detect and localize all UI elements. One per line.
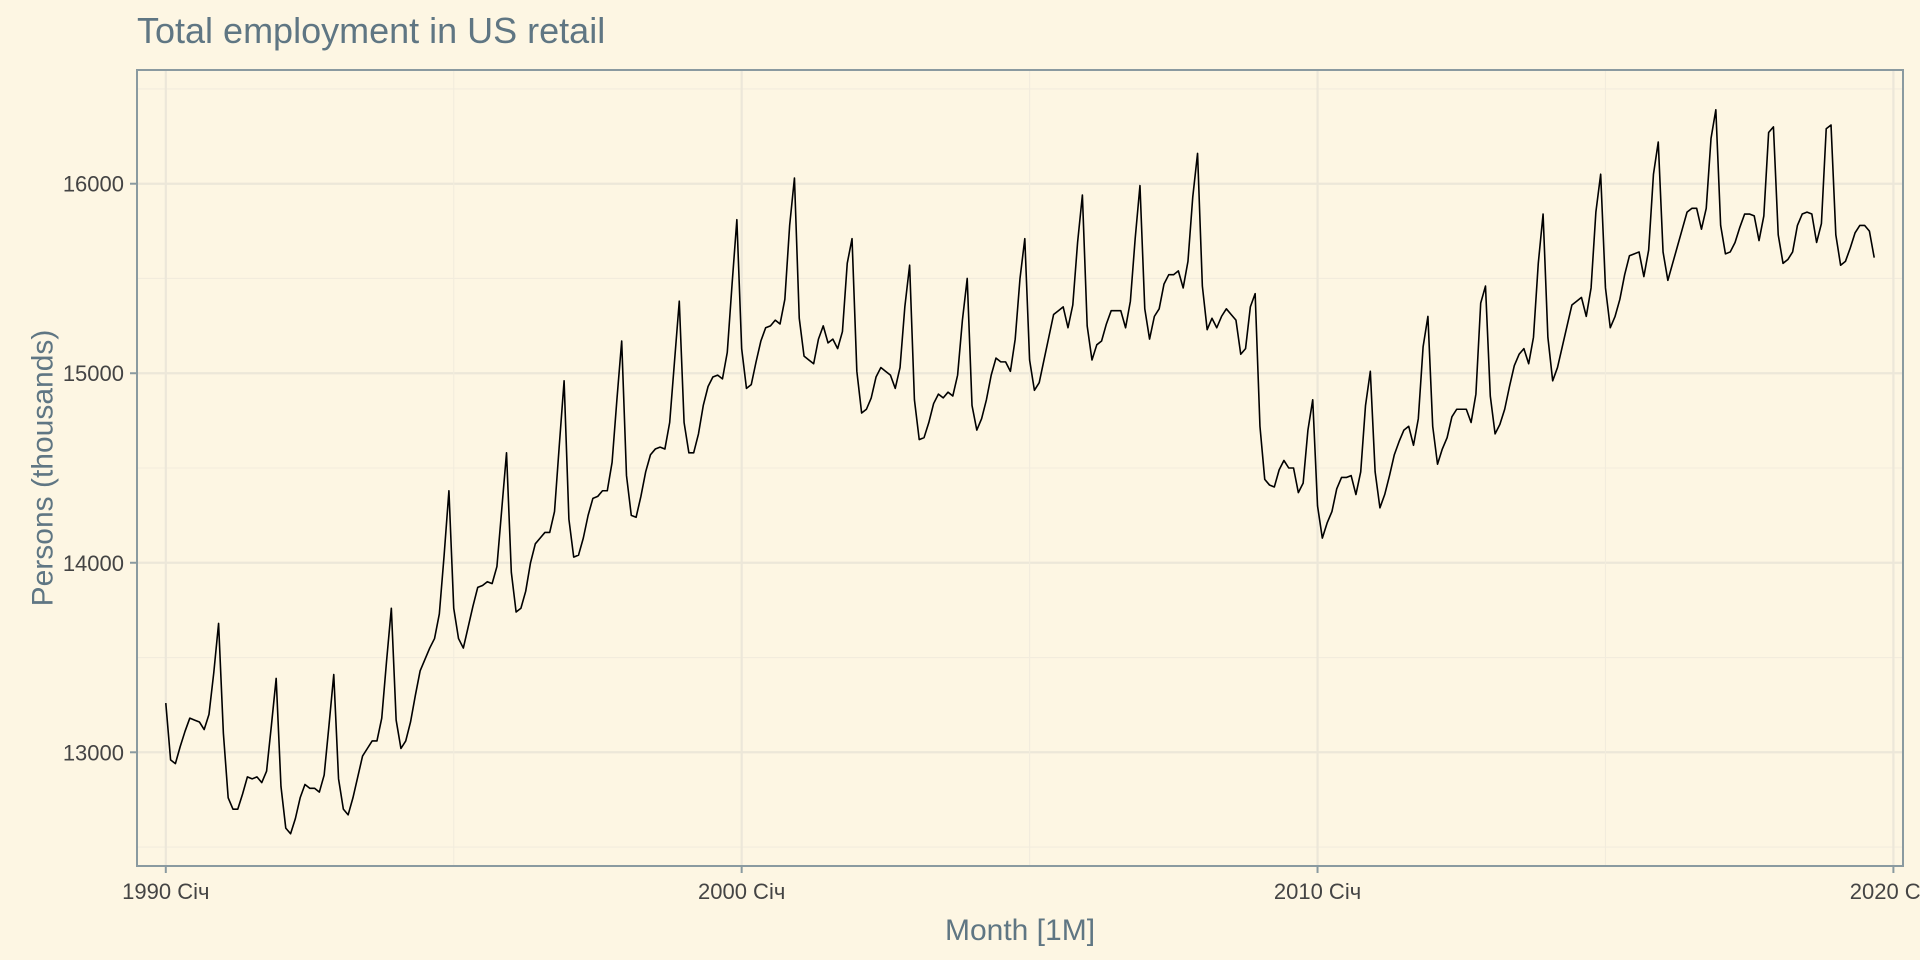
y-tick-label: 15000 — [63, 361, 124, 386]
y-axis-title: Persons (thousands) — [27, 330, 60, 607]
y-tick-label: 13000 — [63, 740, 124, 765]
x-tick-label: 2000 Січ — [698, 879, 785, 904]
y-tick-label: 14000 — [63, 551, 124, 576]
series-layer — [164, 109, 1875, 835]
y-axis: 13000 14000 15000 16000 — [63, 172, 137, 765]
x-tick-label: 2010 Січ — [1274, 879, 1361, 904]
x-axis: 1990 Січ 2000 Січ 2010 Січ 2020 Січ — [122, 866, 1920, 904]
x-tick-label: 2020 Січ — [1850, 879, 1920, 904]
panel-border — [136, 69, 1904, 867]
chart-title: Total employment in US retail — [137, 10, 605, 51]
x-axis-title: Month [1M] — [945, 914, 1095, 947]
y-tick-label: 16000 — [63, 172, 124, 197]
x-tick-label: 1990 Січ — [122, 879, 209, 904]
grid-lines — [137, 70, 1903, 866]
series-line — [164, 109, 1875, 835]
